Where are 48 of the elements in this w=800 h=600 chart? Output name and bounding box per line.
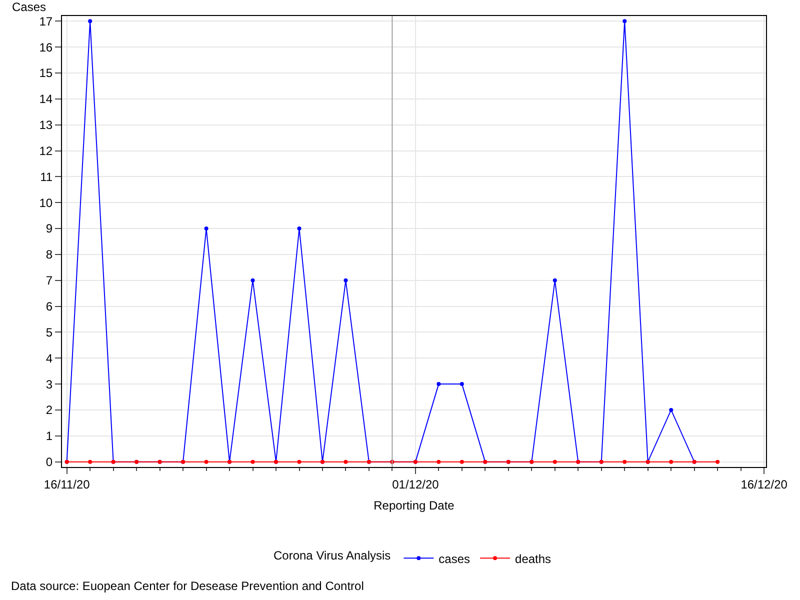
y-tick-label: 6 <box>46 300 53 314</box>
x-tick-label: 16/12/20 <box>740 477 788 492</box>
legend-label: cases <box>438 552 470 566</box>
y-tick-label: 2 <box>46 403 53 418</box>
x-tick-label: 16/11/20 <box>44 477 90 492</box>
legend-title: Corona Virus Analysis <box>274 548 391 562</box>
point <box>344 460 348 464</box>
point <box>204 226 208 231</box>
point <box>88 19 92 24</box>
y-tick-label: 8 <box>46 248 53 262</box>
y-tick-label: 17 <box>39 14 53 28</box>
point <box>250 278 255 282</box>
point <box>204 460 208 464</box>
point <box>297 460 302 464</box>
y-tick-label: 9 <box>46 222 53 236</box>
point <box>460 382 464 386</box>
point <box>436 460 441 464</box>
point <box>250 460 255 464</box>
y-tick-label: 15 <box>39 66 53 80</box>
y-tick-label: 14 <box>39 92 53 106</box>
y-tick-label: 3 <box>46 377 53 392</box>
x-axis-title: Reporting Date <box>374 498 455 512</box>
y-tick-label: 0 <box>46 455 53 470</box>
point <box>297 226 302 231</box>
point <box>460 460 464 464</box>
y-tick-label: 16 <box>39 40 53 54</box>
y-tick-label: 7 <box>46 274 53 288</box>
point <box>669 408 674 412</box>
point <box>622 460 627 464</box>
y-tick-label: 1 <box>46 429 53 444</box>
x-tick-label: 01/12/20 <box>392 477 440 492</box>
point <box>344 278 348 282</box>
point <box>669 460 674 464</box>
y-axis-title: Cases <box>12 0 46 14</box>
point <box>622 19 627 24</box>
y-tick-label: 11 <box>40 170 53 184</box>
y-tick-label: 13 <box>39 118 53 132</box>
legend-label: deaths <box>515 552 552 566</box>
point <box>552 278 557 282</box>
y-tick-label: 12 <box>39 144 53 158</box>
source-note: Data source: Euopean Center for Desease Prevention and Control <box>11 579 364 593</box>
y-tick-label: 4 <box>46 351 53 366</box>
point <box>716 460 720 464</box>
y-tick-label: 10 <box>39 196 53 210</box>
y-tick-label: 5 <box>46 325 53 340</box>
point <box>552 460 557 464</box>
point <box>436 382 441 386</box>
point <box>88 460 92 464</box>
